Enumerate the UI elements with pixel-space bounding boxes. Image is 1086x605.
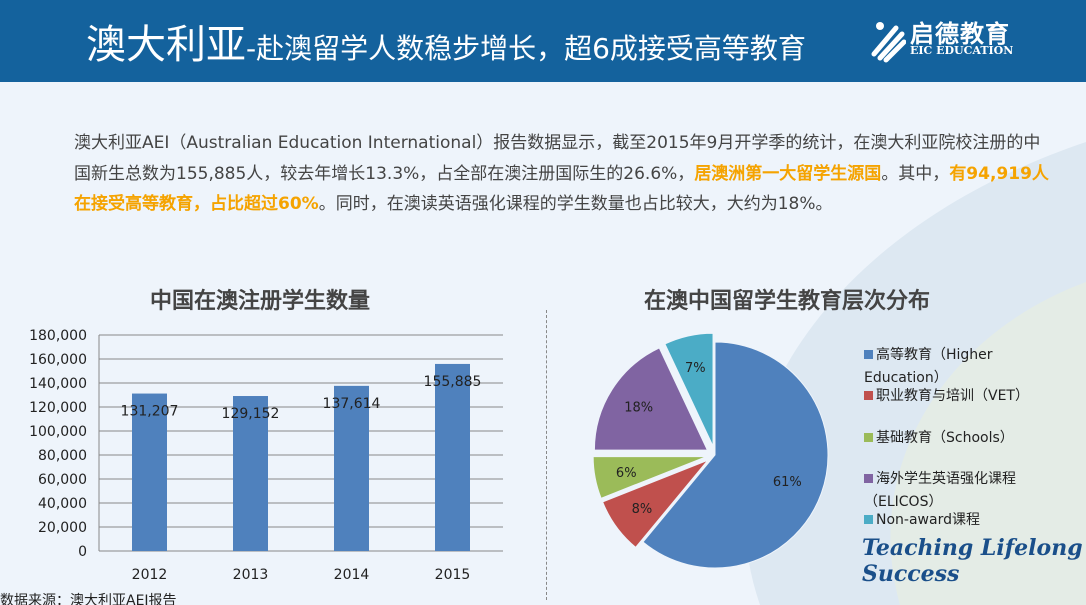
y-tick-label: 120,000 <box>29 400 87 416</box>
legend-item: 基础教育（Schools） <box>864 427 1034 450</box>
data-label: 129,152 <box>222 406 280 422</box>
background-swoosh <box>744 142 1086 605</box>
bar-chart-title: 中国在澳注册学生数量 <box>150 289 371 314</box>
slice-label: 8% <box>632 502 653 517</box>
data-label: 131,207 <box>121 404 179 420</box>
y-tick-label: 40,000 <box>38 496 87 512</box>
pie-chart: 61% 8% 6% 18% 7% <box>592 332 829 569</box>
legend-label: 基础教育（Schools） <box>876 430 1014 446</box>
legend-swatch <box>864 391 873 400</box>
y-tick-label: 180,000 <box>29 328 87 344</box>
x-tick-label: 2014 <box>334 567 370 583</box>
title-main: 澳大利亚 <box>86 22 246 68</box>
logo-text-en: EIC EDUCATION <box>910 44 1014 57</box>
data-source: 数据来源：澳大利亚AEI报告 <box>0 593 177 605</box>
slogan: Teaching Lifelong Success <box>862 535 1083 587</box>
data-label: 137,614 <box>323 396 381 412</box>
divider <box>546 310 547 600</box>
pie-chart-title: 在澳中国留学生教育层次分布 <box>644 289 931 314</box>
x-tick-label: 2013 <box>233 567 269 583</box>
data-label: 155,885 <box>424 374 482 390</box>
bar <box>132 393 167 551</box>
y-tick-label: 160,000 <box>29 352 87 368</box>
x-tick-label: 2015 <box>435 567 471 583</box>
legend-swatch <box>864 433 873 442</box>
slice-label: 61% <box>773 475 802 490</box>
y-tick-label: 140,000 <box>29 376 87 392</box>
pie-slice <box>664 332 714 447</box>
header-bar: 澳大利亚-赴澳留学人数稳步增长，超6成接受高等教育 启德教育 EIC EDUCA… <box>0 0 1086 82</box>
eic-logo: 启德教育 EIC EDUCATION <box>866 14 1066 64</box>
para-text: 澳大利亚AEI（Australian Education Internation… <box>74 133 1041 184</box>
y-tick-label: 20,000 <box>38 520 87 536</box>
para-text: 。其中， <box>881 163 950 184</box>
para-text: 。同时，在澳读英语强化课程的学生数量也占比较大，大约为18%。 <box>318 194 833 214</box>
title-sub: -赴澳留学人数稳步增长，超6成接受高等教育 <box>246 32 806 65</box>
legend-item: 海外学生英语强化课程（ELICOS） <box>864 468 1034 514</box>
legend-swatch <box>864 515 873 524</box>
logo-mark-icon <box>871 22 906 63</box>
para-highlight: 有94,919人在接受高等教育，占比超过60% <box>74 163 1049 215</box>
pie-slice <box>602 459 709 549</box>
legend-item: 职业教育与培训（VET） <box>864 385 1034 408</box>
pie-slice <box>593 347 709 451</box>
legend-swatch <box>864 474 873 483</box>
y-tick-label: 100,000 <box>29 424 87 440</box>
pie-slice <box>592 456 707 499</box>
bar <box>233 396 268 551</box>
x-tick-label: 2012 <box>132 567 168 583</box>
legend-label: 高等教育（Higher Education） <box>864 347 993 386</box>
slice-label: 7% <box>685 361 706 376</box>
page-title: 澳大利亚-赴澳留学人数稳步增长，超6成接受高等教育 <box>86 12 806 70</box>
para-highlight: 居澳洲第一大留学生源国 <box>694 163 882 184</box>
y-tick-label: 0 <box>78 544 87 560</box>
logo-text-cn: 启德教育 <box>910 20 1010 48</box>
legend-item: 高等教育（Higher Education） <box>864 344 1034 390</box>
pie-slice <box>642 341 829 569</box>
legend-item: Non-award课程 <box>864 509 1034 532</box>
bar <box>435 363 470 551</box>
bar <box>334 385 369 551</box>
legend-label: 职业教育与培训（VET） <box>876 388 1029 404</box>
legend-swatch <box>864 350 873 359</box>
slice-label: 18% <box>624 401 653 416</box>
y-tick-label: 60,000 <box>38 472 87 488</box>
intro-paragraph: 澳大利亚AEI（Australian Education Internation… <box>74 128 1054 220</box>
y-tick-label: 80,000 <box>38 448 87 464</box>
legend-label: 海外学生英语强化课程（ELICOS） <box>864 471 1016 510</box>
slice-label: 6% <box>616 466 637 481</box>
bar-chart: 0 20,000 40,000 60,000 80,000 100,000 120,000 1… <box>29 328 503 583</box>
legend-label: Non-award课程 <box>876 512 980 528</box>
